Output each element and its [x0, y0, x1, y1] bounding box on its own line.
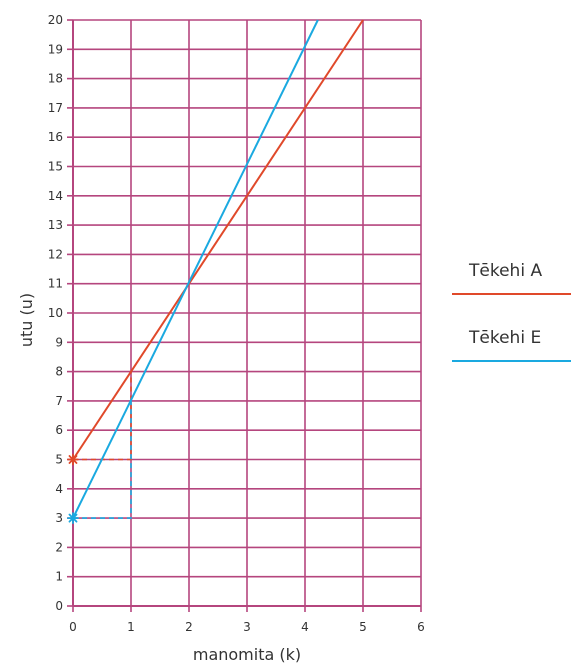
legend-label: Tēkehi E	[468, 328, 541, 348]
y-tick-label: 2	[55, 540, 63, 554]
y-axis-label: utu (u)	[17, 293, 36, 347]
series-guide-dashed	[73, 400, 132, 519]
x-tick-label: 2	[185, 620, 193, 634]
legend-label: Tēkehi A	[468, 261, 542, 281]
y-tick-label: 16	[48, 130, 63, 144]
x-tick-label: 3	[243, 620, 251, 634]
series-line	[72, 19, 364, 461]
series-guide-dashed	[73, 371, 132, 461]
guide-lines	[73, 371, 132, 519]
y-tick-label: 1	[55, 570, 63, 584]
y-tick-label: 11	[48, 277, 63, 291]
start-point-marker	[67, 512, 79, 524]
series-lines	[72, 19, 364, 519]
y-tick-label: 15	[48, 160, 63, 174]
x-axis-label: manomita (k)	[193, 645, 301, 664]
y-tick-label: 17	[48, 101, 63, 115]
y-tick-label: 8	[55, 365, 63, 379]
x-tick-label: 5	[359, 620, 367, 634]
start-point-marker	[67, 453, 79, 466]
legend: Tēkehi A Tēkehi E	[452, 261, 571, 362]
y-tick-label: 10	[48, 306, 63, 320]
y-tick-label: 7	[55, 394, 63, 408]
x-tick-label: 6	[417, 620, 425, 634]
y-tick-label: 5	[55, 453, 63, 467]
x-tick-label: 1	[127, 620, 135, 634]
y-tick-label: 13	[48, 218, 63, 232]
y-tick-label: 0	[55, 599, 63, 613]
y-tick-label: 12	[48, 247, 63, 261]
y-tick-label: 18	[48, 72, 63, 86]
x-tick-label: 0	[69, 620, 77, 634]
y-tick-label: 14	[48, 189, 63, 203]
y-tick-label: 6	[55, 423, 63, 437]
x-tick-label: 4	[301, 620, 309, 634]
y-tick-label: 3	[55, 511, 63, 525]
y-tick-label: 9	[55, 335, 63, 349]
start-markers	[67, 453, 79, 524]
axes	[67, 19, 422, 612]
y-tick-label: 20	[48, 13, 63, 27]
y-tick-label: 4	[55, 482, 63, 496]
grid	[73, 19, 422, 606]
series-line	[72, 19, 319, 519]
y-tick-label: 19	[48, 42, 63, 56]
